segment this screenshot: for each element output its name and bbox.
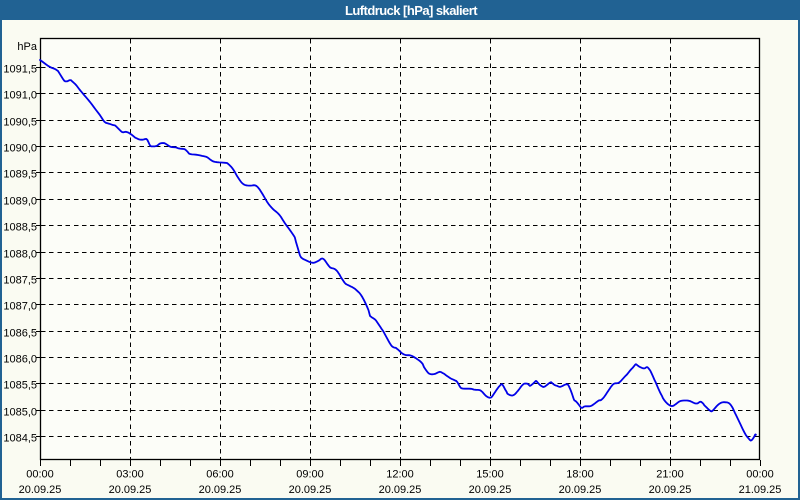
svg-text:hPa: hPa (17, 41, 37, 53)
svg-text:20.09.25: 20.09.25 (469, 484, 512, 496)
svg-text:09:00: 09:00 (296, 469, 324, 481)
svg-text:06:00: 06:00 (206, 469, 234, 481)
svg-text:20.09.25: 20.09.25 (109, 484, 152, 496)
svg-text:1086,5: 1086,5 (3, 327, 37, 339)
svg-text:1088,0: 1088,0 (3, 248, 37, 260)
svg-text:1091,5: 1091,5 (3, 63, 37, 75)
svg-text:20.09.25: 20.09.25 (19, 484, 62, 496)
svg-text:1089,5: 1089,5 (3, 168, 37, 180)
svg-text:20.09.25: 20.09.25 (379, 484, 422, 496)
svg-text:1091,0: 1091,0 (3, 89, 37, 101)
svg-text:18:00: 18:00 (566, 469, 594, 481)
svg-text:1086,0: 1086,0 (3, 353, 37, 365)
svg-text:20.09.25: 20.09.25 (289, 484, 332, 496)
svg-text:21:00: 21:00 (656, 469, 684, 481)
svg-text:Luftdruck [hPa] skaliert: Luftdruck [hPa] skaliert (345, 3, 478, 18)
svg-text:12:00: 12:00 (386, 469, 414, 481)
svg-text:1089,0: 1089,0 (3, 195, 37, 207)
svg-text:1084,5: 1084,5 (3, 432, 37, 444)
svg-text:1085,5: 1085,5 (3, 379, 37, 391)
svg-text:1090,0: 1090,0 (3, 142, 37, 154)
svg-text:1085,0: 1085,0 (3, 406, 37, 418)
svg-text:1087,5: 1087,5 (3, 274, 37, 286)
svg-text:03:00: 03:00 (116, 469, 144, 481)
svg-text:20.09.25: 20.09.25 (649, 484, 692, 496)
svg-text:00:00: 00:00 (746, 469, 774, 481)
svg-text:1087,0: 1087,0 (3, 300, 37, 312)
svg-text:1090,5: 1090,5 (3, 116, 37, 128)
svg-text:15:00: 15:00 (476, 469, 504, 481)
svg-text:1088,5: 1088,5 (3, 221, 37, 233)
svg-text:20.09.25: 20.09.25 (559, 484, 602, 496)
svg-text:21.09.25: 21.09.25 (739, 484, 782, 496)
svg-text:00:00: 00:00 (26, 469, 54, 481)
svg-text:20.09.25: 20.09.25 (199, 484, 242, 496)
